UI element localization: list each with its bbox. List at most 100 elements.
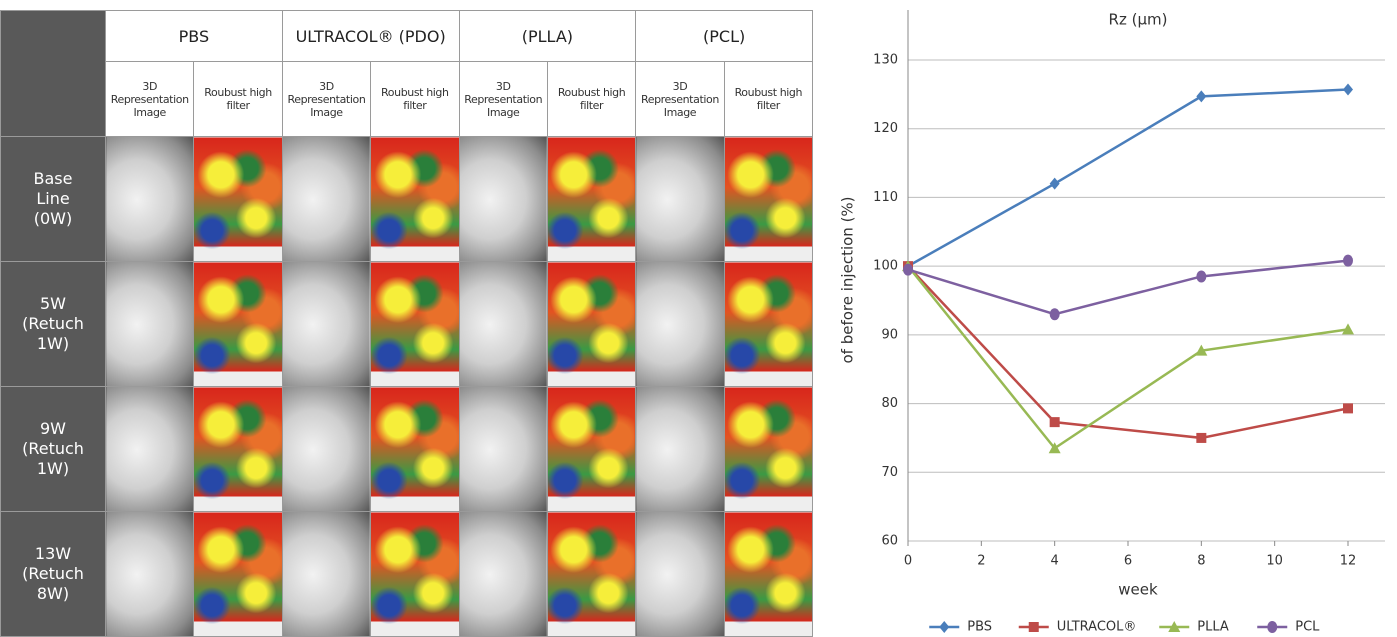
column-subheader: Roubust high filter: [723, 61, 814, 137]
x-tick-label: 6: [1124, 554, 1132, 569]
x-tick-label: 0: [904, 554, 912, 569]
x-tick-label: 2: [977, 554, 985, 569]
image-filter: [546, 511, 637, 637]
image-filter: [546, 136, 637, 262]
image-3d: [281, 386, 372, 512]
x-tick-label: 8: [1197, 554, 1205, 569]
image-3d: [635, 511, 725, 637]
image-3d: [281, 511, 372, 637]
image-3d: [104, 261, 195, 387]
x-axis-label: week: [1118, 581, 1158, 599]
image-filter: [193, 386, 283, 512]
subheader-row: 3D Representation Image Roubust high filt…: [1, 61, 814, 137]
series-line: [907, 265, 1349, 450]
row-label-line: 5W: [40, 294, 66, 313]
column-subheader: Roubust high filter: [370, 61, 460, 137]
image-3d: [458, 386, 548, 512]
marker: [1343, 254, 1353, 267]
image-filter: [546, 386, 637, 512]
image-3d: [458, 511, 548, 637]
image-filter: [723, 511, 814, 637]
y-tick-label: 60: [881, 534, 898, 549]
y-tick-label: 120: [873, 121, 898, 136]
y-tick-label: 90: [881, 327, 898, 342]
marker: [1048, 442, 1061, 454]
image-3d: [635, 386, 725, 512]
row-label: Base Line (0W): [0, 136, 106, 262]
image-3d: [104, 136, 195, 262]
image-filter: [370, 136, 460, 262]
y-tick-label: 70: [881, 465, 898, 480]
marker: [1267, 621, 1278, 633]
marker: [1049, 417, 1060, 428]
column-subheader: 3D Representation Image: [458, 61, 548, 137]
row-label: 9W (Retuch 1W): [0, 386, 106, 512]
row-label-line: 1W): [36, 459, 70, 478]
marker: [903, 263, 913, 276]
marker: [1028, 622, 1039, 632]
header-row: PBS ULTRACOL® (PDO) (PLLA) (PCL): [0, 10, 814, 137]
image-row: Base Line (0W): [0, 136, 814, 262]
column-header: ULTRACOL® (PDO): [281, 10, 460, 62]
marker: [1195, 344, 1208, 356]
image-filter: [546, 261, 637, 387]
image-row: 13W (Retuch 8W): [0, 511, 814, 637]
chart: Rz (μm) week of before injection (%) 607…: [839, 10, 1385, 635]
column-header: PBS: [105, 10, 283, 62]
image-filter: [723, 261, 814, 387]
image-filter: [370, 386, 460, 512]
image-3d: [635, 136, 725, 262]
image-filter: [723, 136, 814, 262]
row-label: 13W (Retuch 8W): [0, 511, 106, 637]
y-tick-label: 110: [873, 190, 898, 205]
image-3d: [458, 136, 548, 262]
x-tick-label: 4: [1051, 554, 1059, 569]
column-subheader: 3D Representation Image: [281, 61, 372, 137]
image-3d: [104, 386, 195, 512]
image-filter: [193, 511, 283, 637]
row-label-line: 1W): [36, 334, 70, 353]
marker: [1343, 83, 1353, 96]
row-label-line: 9W: [40, 419, 66, 438]
image-3d: [281, 136, 372, 262]
row-label-line: Base: [33, 169, 73, 188]
image-filter: [193, 136, 283, 262]
y-tick-label: 100: [873, 259, 898, 274]
y-axis-label: of before injection (%): [839, 196, 857, 363]
marker: [1049, 308, 1060, 321]
image-filter: [370, 511, 460, 637]
x-tick-label: 12: [1340, 554, 1357, 569]
image-filter: [370, 261, 460, 387]
marker: [1196, 432, 1207, 443]
row-label-line: Line: [36, 189, 70, 208]
legend-label: ULTRACOL®: [1057, 620, 1137, 635]
marker: [1196, 90, 1207, 103]
column-subheader: 3D Representation Image: [635, 61, 725, 137]
legend-label: PCL: [1295, 620, 1320, 635]
marker: [1343, 403, 1353, 414]
column-subheader: Roubust high filter: [193, 61, 283, 137]
series-line: [907, 265, 1349, 440]
y-tick-label: 80: [881, 396, 898, 411]
image-3d: [281, 261, 372, 387]
row-label-line: (Retuch: [22, 314, 84, 333]
corner: [0, 10, 106, 137]
image-table: PBS ULTRACOL® (PDO) (PLLA) (PCL) 3D Represen…: [0, 10, 814, 637]
column-subheader: Roubust high filter: [546, 61, 637, 137]
image-3d: [635, 261, 725, 387]
image-filter: [723, 386, 814, 512]
y-tick-label: 130: [873, 53, 898, 68]
marker: [1168, 621, 1181, 632]
legend-label: PLLA: [1197, 620, 1229, 635]
row-label: 5W (Retuch 1W): [0, 261, 106, 387]
column-subheader: 3D Representation Image: [104, 61, 195, 137]
column-header: (PLLA): [458, 10, 637, 62]
image-3d: [458, 261, 548, 387]
row-label-line: 8W): [36, 584, 70, 603]
column-header: (PCL): [635, 10, 814, 62]
image-row: 9W (Retuch 1W): [0, 386, 814, 512]
series-line: [907, 88, 1349, 268]
image-row: 5W (Retuch 1W): [0, 261, 814, 387]
legend-label: PBS: [967, 620, 992, 635]
